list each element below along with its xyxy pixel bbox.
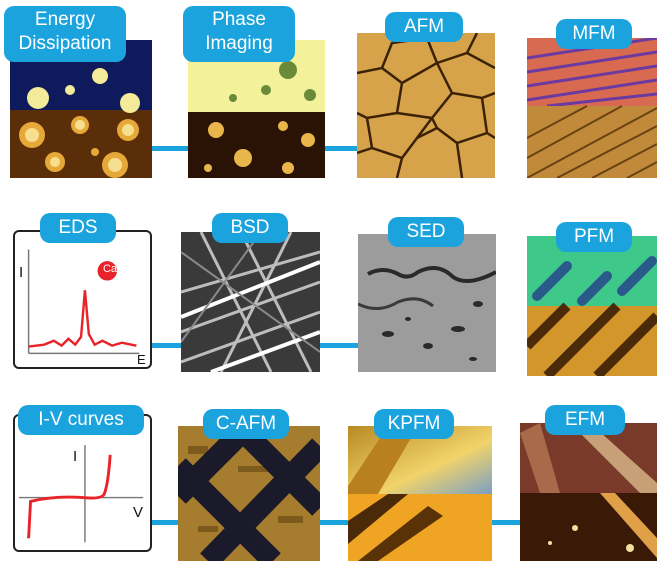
bsd-image xyxy=(181,232,320,372)
eds-peak-label: Ca xyxy=(102,263,118,275)
phase-label-line2: Imaging xyxy=(205,33,273,54)
efm-image xyxy=(520,423,657,561)
mfm-image xyxy=(527,38,657,178)
eds-y-axis-label: I xyxy=(19,264,24,281)
kpfm-image xyxy=(348,426,492,561)
eds-plot: I E Ca xyxy=(13,230,152,369)
iv-y-axis-label: I xyxy=(73,448,78,465)
mfm-label: MFM xyxy=(556,19,632,49)
connector-2-3 xyxy=(325,146,357,151)
energy-dissipation-label: Energy Dissipation xyxy=(4,6,126,62)
c-afm-image xyxy=(178,426,320,561)
afm-image xyxy=(357,33,495,178)
connector-6-7 xyxy=(320,343,358,348)
iv-plot: I V xyxy=(13,414,152,552)
connector-11-12 xyxy=(492,520,520,525)
efm-label: EFM xyxy=(545,405,625,435)
energy-dissipation-image xyxy=(10,40,152,178)
eds-x-axis-label: E xyxy=(137,352,146,367)
iv-x-axis-label: V xyxy=(133,504,144,521)
energy-label-line1: Energy xyxy=(34,9,96,30)
iv-curves-label: I-V curves xyxy=(18,405,144,435)
connector-1-2 xyxy=(152,146,188,151)
eds-label: EDS xyxy=(40,213,116,243)
phase-label-line1: Phase xyxy=(212,9,266,30)
connector-10-11 xyxy=(320,520,348,525)
c-afm-label: C-AFM xyxy=(203,409,289,439)
pfm-image xyxy=(527,236,657,376)
sed-label: SED xyxy=(388,217,464,247)
afm-label: AFM xyxy=(385,12,463,42)
sed-image xyxy=(358,234,496,372)
phase-imaging-label: Phase Imaging xyxy=(183,6,295,62)
connector-9-10 xyxy=(152,520,180,525)
energy-label-line2: Dissipation xyxy=(18,33,112,54)
bsd-label: BSD xyxy=(212,213,288,243)
kpfm-label: KPFM xyxy=(374,409,454,439)
pfm-label: PFM xyxy=(556,222,632,252)
connector-5-6 xyxy=(152,343,188,348)
